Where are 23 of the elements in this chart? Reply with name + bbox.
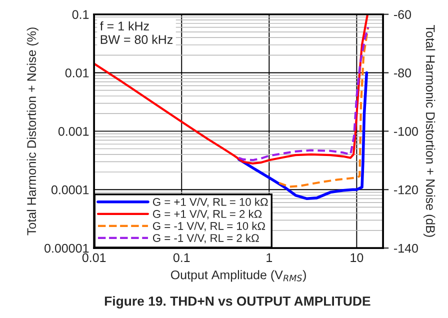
y2-tick-label: -60 [394,10,412,19]
y-tick-label: 0.0001 [51,185,89,194]
y-tick-label: 0.00001 [44,244,89,253]
annotation: f = 1 kHz BW = 80 kHz [100,21,173,44]
x-tick-label: 10 [350,253,364,262]
legend-label: G = -1 V/V, RL = 2 kΩ [152,234,259,244]
legend-label: G = +1 V/V, RL = 2 kΩ [152,210,262,220]
x-axis-title: Output Amplitude (V$_{RMS}$) [170,270,306,282]
legend-label: G = -1 V/V, RL = 10 kΩ [152,222,266,232]
x-tick-label: 0.1 [173,253,190,262]
y2-tick-label: -120 [394,185,418,194]
y-axis-title: Total Harmonic Distortion + Noise (%) [26,28,38,236]
y2-tick-label: -80 [394,68,412,78]
x-tick-label: 1 [266,253,272,262]
y2-tick-label: -140 [394,244,418,253]
y2-axis-title: Total Harmonic Distortion + Noise (dB) [423,25,436,237]
y2-tick-label: -100 [394,126,418,136]
y-tick-label: 0.1 [72,10,89,19]
y-tick-label: 0.001 [58,126,89,136]
y-tick-label: 0.01 [65,68,89,78]
x-tick-label: 0.01 [82,253,106,262]
text: Figure 19. THD+N vs OUTPUT AMPLITUDE [104,296,370,308]
legend-label: G = +1 V/V, RL = 10 kΩ [152,198,268,208]
